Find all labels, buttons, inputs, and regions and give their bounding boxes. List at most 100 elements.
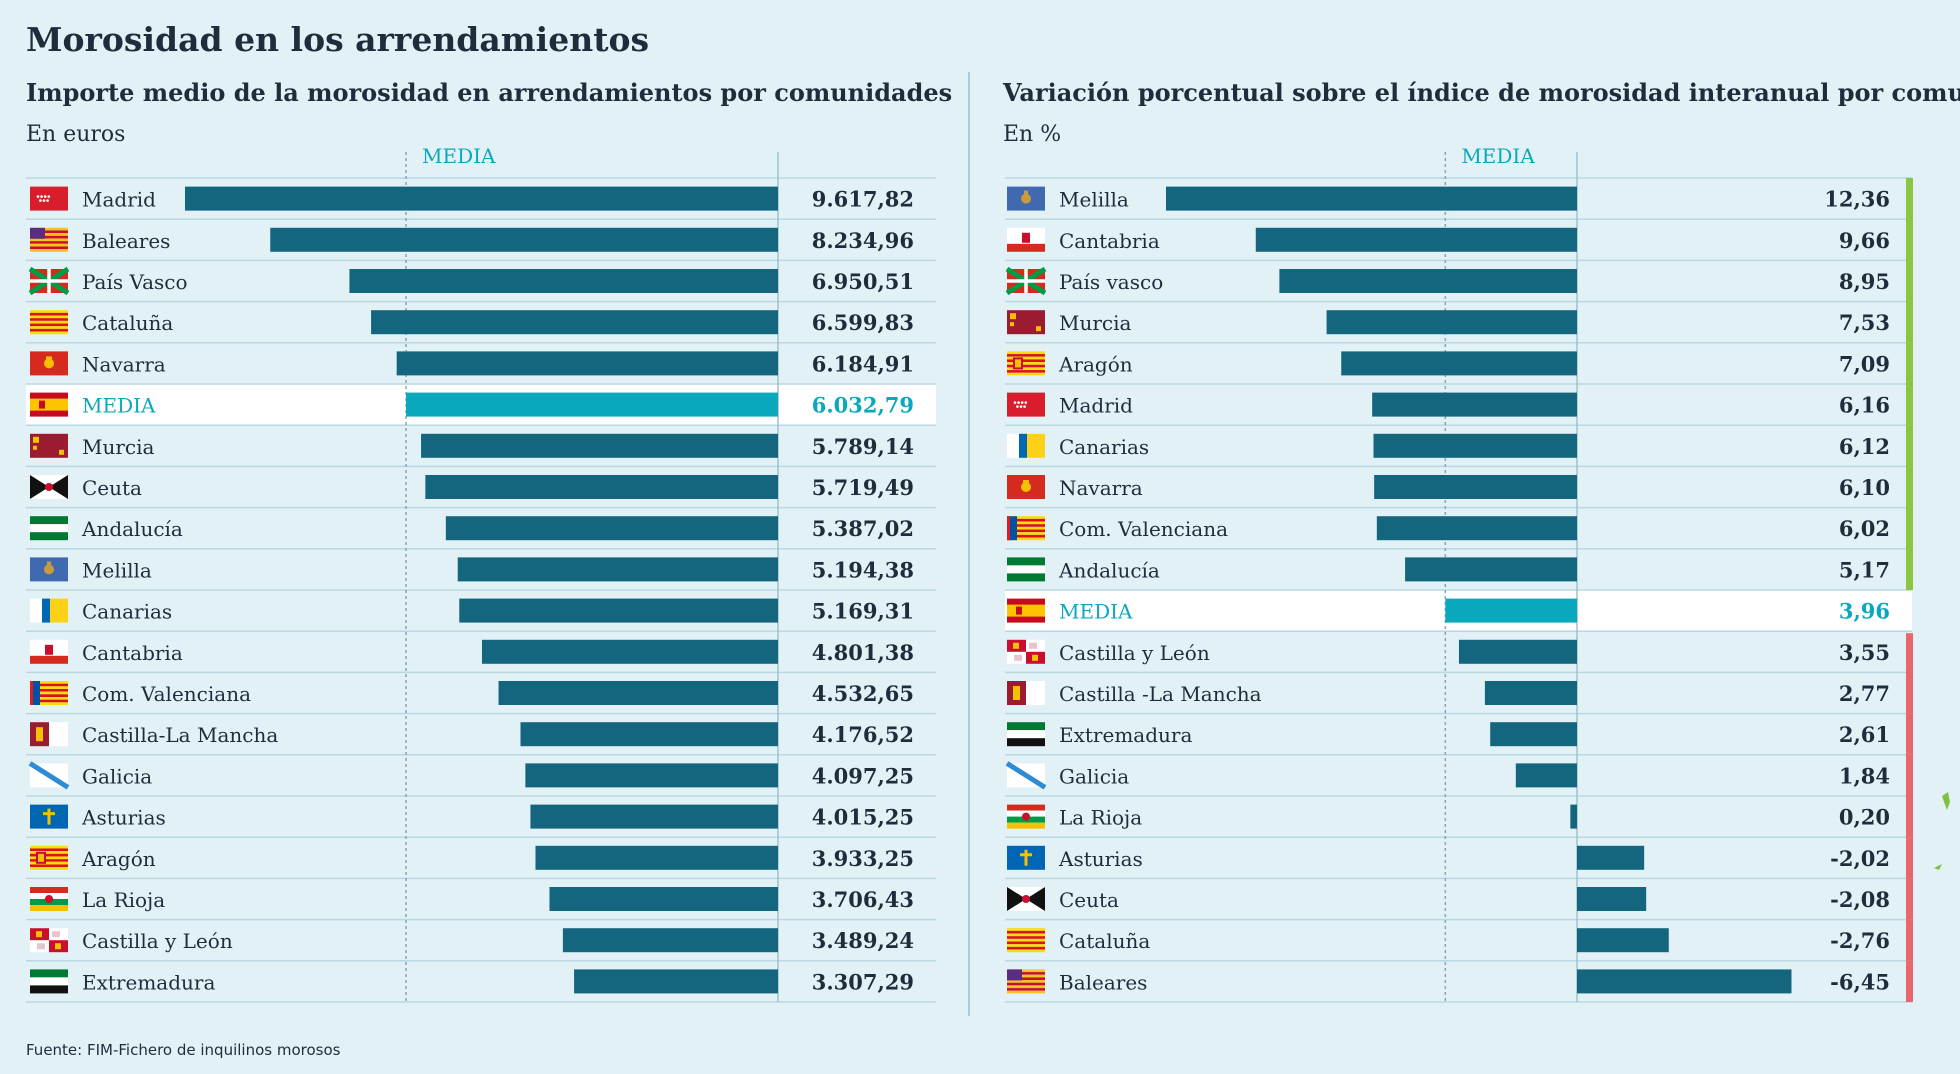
bar-cataluna bbox=[371, 310, 778, 335]
category-label-navarra: Navarra bbox=[1059, 476, 1143, 500]
category-label-cataluna: Cataluña bbox=[82, 311, 173, 335]
left-bar-chart: MEDIA Madrid 9.617,82 Baleares 8.234,96 País … bbox=[26, 144, 936, 1003]
value-label-cantabria: 9,66 bbox=[1839, 228, 1890, 253]
value-label-galicia: 4.097,25 bbox=[812, 763, 914, 788]
flag-melilla-icon bbox=[1007, 186, 1045, 211]
flag-valenciana-icon bbox=[30, 681, 68, 705]
bar-andalucia bbox=[445, 516, 778, 541]
flag-valenciana-icon bbox=[1007, 516, 1045, 541]
value-label-castilla-la-mancha: 4.176,52 bbox=[812, 722, 914, 747]
category-label-murcia: Murcia bbox=[1059, 311, 1132, 335]
value-label-asturias: 4.015,25 bbox=[812, 805, 914, 830]
category-label-pais-vasco: País Vasco bbox=[82, 270, 188, 294]
comparison-marker bbox=[1906, 507, 1913, 549]
category-label-madrid: Madrid bbox=[82, 188, 156, 212]
flag-canarias-icon bbox=[30, 598, 68, 623]
comparison-marker bbox=[1906, 219, 1913, 261]
flag-andalucia-icon bbox=[30, 516, 68, 541]
panel-divider bbox=[968, 72, 970, 1016]
bar-galicia bbox=[1515, 763, 1577, 788]
flag-canarias-icon bbox=[1007, 433, 1045, 458]
flag-asturias-icon bbox=[30, 804, 68, 829]
value-label-madrid: 6,16 bbox=[1839, 393, 1890, 418]
category-label-castilla-la-mancha: Castilla-La Mancha bbox=[82, 723, 278, 747]
right-bar-chart: MEDIA Melilla 12,36 Cantabria 9,66 País vasco… bbox=[1005, 144, 1913, 1003]
comparison-marker bbox=[1906, 425, 1913, 467]
flag-extremadura-icon bbox=[30, 969, 68, 994]
flag-murcia-icon bbox=[30, 433, 68, 458]
bar-aragon bbox=[535, 845, 778, 870]
bar-baleares bbox=[270, 227, 778, 252]
bar-la-rioja bbox=[1570, 804, 1577, 829]
comparison-marker bbox=[1906, 672, 1913, 714]
right-chart-title: Variación porcentual sobre el índice de … bbox=[1003, 78, 1960, 107]
bar-ceuta bbox=[1577, 887, 1647, 911]
value-label-castilla-y-leon: 3,55 bbox=[1839, 640, 1890, 665]
left-unit-label: En euros bbox=[26, 122, 126, 147]
category-label-extremadura: Extremadura bbox=[82, 970, 215, 994]
flag-navarra-icon bbox=[1007, 475, 1045, 499]
category-label-ceuta: Ceuta bbox=[82, 476, 142, 500]
bar-ceuta bbox=[425, 475, 778, 499]
comparison-marker bbox=[1906, 878, 1913, 920]
value-label-galicia: 1,84 bbox=[1839, 763, 1890, 788]
bar-galicia bbox=[525, 763, 778, 788]
value-label-cantabria: 4.801,38 bbox=[812, 640, 914, 665]
flag-madrid-icon bbox=[1007, 392, 1045, 417]
comparison-marker bbox=[1906, 919, 1913, 961]
flag-extremadura-icon bbox=[1007, 722, 1045, 747]
category-label-com-valenciana: Com. Valenciana bbox=[82, 682, 251, 706]
bar-castilla-y-leon bbox=[562, 928, 778, 953]
flag-castilla-la-mancha-icon bbox=[30, 722, 68, 747]
category-label-castilla-y-leon: Castilla y León bbox=[82, 929, 233, 953]
category-label-andalucia: Andalucía bbox=[1058, 558, 1160, 582]
category-label-cataluna: Cataluña bbox=[1059, 929, 1150, 953]
right-unit-label: En % bbox=[1003, 122, 1062, 147]
value-label-andalucia: 5.387,02 bbox=[812, 516, 914, 541]
bar-baleares bbox=[1577, 969, 1792, 994]
comparison-marker bbox=[1906, 301, 1913, 343]
category-label-baleares: Baleares bbox=[82, 229, 170, 253]
category-label-media: MEDIA bbox=[82, 394, 156, 418]
comparison-marker bbox=[1906, 633, 1913, 675]
value-label-media: 3,96 bbox=[1839, 599, 1890, 624]
category-label-la-rioja: La Rioja bbox=[82, 888, 165, 912]
main-title: Morosidad en los arrendamientos bbox=[26, 20, 650, 59]
category-label-melilla: Melilla bbox=[1059, 188, 1129, 212]
bar-com-valenciana bbox=[1376, 516, 1577, 541]
map-fragment-icon bbox=[1934, 792, 1950, 870]
flag-castilla-y-leon-icon bbox=[30, 928, 68, 953]
bar-melilla bbox=[457, 557, 778, 582]
bar-pais-vasco bbox=[1279, 269, 1577, 293]
flag-castilla-y-leon-icon bbox=[1007, 639, 1045, 664]
bar-canarias bbox=[459, 598, 778, 623]
flag-ceuta-icon bbox=[30, 475, 68, 499]
bar-extremadura bbox=[1490, 722, 1577, 747]
flag-aragon-icon bbox=[30, 845, 68, 870]
value-label-aragon: 3.933,25 bbox=[812, 846, 914, 871]
value-label-ceuta: 5.719,49 bbox=[812, 475, 914, 500]
bar-navarra bbox=[396, 351, 778, 376]
value-label-com-valenciana: 6,02 bbox=[1839, 516, 1890, 541]
value-label-asturias: -2,02 bbox=[1830, 846, 1890, 871]
flag-la-rioja-icon bbox=[1007, 804, 1045, 829]
left-chart-title: Importe medio de la morosidad en arrenda… bbox=[26, 78, 953, 107]
comparison-marker bbox=[1906, 342, 1913, 384]
media-reference-label: MEDIA bbox=[1461, 144, 1535, 168]
bar-asturias bbox=[530, 804, 778, 829]
flag-espana-icon bbox=[1007, 598, 1045, 623]
flag-cataluna-icon bbox=[1007, 928, 1045, 953]
comparison-marker bbox=[1906, 384, 1913, 426]
value-label-andalucia: 5,17 bbox=[1839, 557, 1890, 582]
flag-navarra-icon bbox=[30, 351, 68, 376]
bar-castilla-la-mancha bbox=[520, 722, 778, 747]
category-label-ceuta: Ceuta bbox=[1059, 888, 1119, 912]
category-label-canarias: Canarias bbox=[82, 600, 172, 624]
flag-pais-vasco-icon bbox=[28, 266, 70, 296]
comparison-marker bbox=[1906, 796, 1913, 838]
category-label-cantabria: Cantabria bbox=[1059, 229, 1160, 253]
value-label-extremadura: 2,61 bbox=[1839, 722, 1890, 747]
flag-cantabria-icon bbox=[1007, 227, 1045, 252]
category-label-baleares: Baleares bbox=[1059, 970, 1147, 994]
value-label-la-rioja: 3.706,43 bbox=[812, 887, 914, 912]
